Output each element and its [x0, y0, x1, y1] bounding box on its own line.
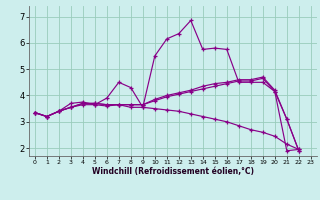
X-axis label: Windchill (Refroidissement éolien,°C): Windchill (Refroidissement éolien,°C): [92, 167, 254, 176]
